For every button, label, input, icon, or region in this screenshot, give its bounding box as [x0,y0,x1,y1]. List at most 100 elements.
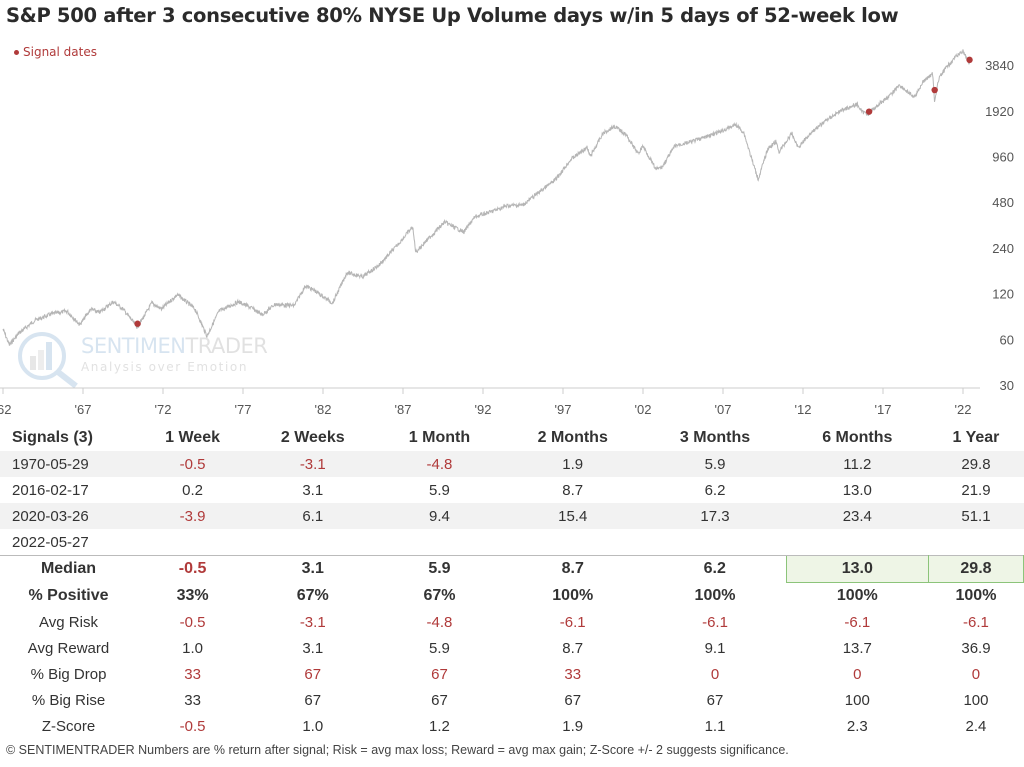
y-tick-label: 60 [1000,332,1014,347]
table-cell: 67 [431,691,448,709]
table-cell: 5.9 [429,481,450,499]
table-cell: 5.9 [643,451,787,477]
x-tick-label: '72 [155,402,172,417]
signal-stats-table: Signals (3) 1 Week 2 Weeks 1 Month 2 Months 3… [0,425,1024,739]
table-cell: 1.2 [429,717,450,735]
column-header: 2 Weeks [280,429,345,446]
table-cell: -4.8 [377,451,502,477]
column-header: 6 Months [822,429,893,446]
table-row: % Positive 33% 67% 67% 100% 100% 100% 100% [0,583,1024,610]
table-cell: 67% [423,586,456,604]
x-tick-label: '17 [875,402,892,417]
table-cell: 8.7 [562,639,584,657]
table-cell: 67 [304,665,322,683]
x-tick-label: '02 [635,402,652,417]
table-cell [377,529,501,556]
table-cell: -0.5 [137,555,249,583]
table-cell: 5.9 [429,639,450,657]
table-cell: 100% [955,587,997,604]
table-cell: 67 [706,691,724,709]
row-label: Median [0,555,137,583]
table-cell: 3.1 [248,555,378,583]
row-label: Avg Reward [27,639,110,657]
column-header: 2 Months [537,429,608,446]
table-cell: 23.4 [786,503,929,529]
x-tick-label: '97 [555,402,572,417]
table-cell: -0.5 [179,717,206,735]
table-cell: -3.1 [299,613,326,631]
legend: Signal dates [14,45,97,59]
table-cell: -0.5 [179,613,206,631]
watermark-tagline: Analysis over Emotion [81,360,249,374]
table-cell: 33 [184,691,201,709]
table-cell: 3.1 [302,481,324,499]
table-cell [928,529,1023,556]
row-label: Avg Risk [39,613,98,631]
table-cell: -6.1 [702,613,728,631]
table-cell: 2.4 [965,717,987,735]
signal-dot-icon [14,50,19,55]
x-tick-label: '67 [75,402,92,417]
table-cell: 33 [184,665,201,683]
table-cell: 67% [296,586,329,604]
y-tick-label: 30 [1000,378,1014,393]
table-cell: 29.8 [927,555,1024,583]
table-cell: 8.7 [562,481,584,499]
x-tick-label: '07 [715,402,732,417]
table-cell: 33 [564,665,582,683]
x-tick-label: '62 [0,402,11,417]
table-cell: 100% [836,587,878,604]
y-tick-label: 480 [992,195,1014,210]
table-cell [644,529,786,556]
table-cell: 51.1 [928,503,1024,529]
column-header: 3 Months [679,429,751,446]
table-row: Avg Risk -0.5 -3.1 -4.8 -6.1 -6.1 -6.1 -6.1 [0,609,1024,635]
table-cell: 67 [564,691,582,709]
table-cell: 0 [853,665,862,683]
table-cell: -3.1 [248,451,378,477]
table-row: % Big Drop 33 67 67 33 0 0 0 [0,661,1024,687]
table-cell [502,529,644,556]
row-label: % Big Rise [31,691,106,709]
table-row: 2016-02-17 0.2 3.1 5.9 8.7 6.2 13.0 21.9 [0,477,1024,503]
footer-note: © SENTIMENTRADER Numbers are % return af… [6,743,789,757]
watermark-brand-a: SENTIMEN [81,334,186,358]
y-tick-label: 1920 [985,104,1014,119]
row-label: % Big Drop [30,665,107,683]
row-label: Z-Score [41,717,96,735]
table-row: Z-Score -0.5 1.0 1.2 1.9 1.1 2.3 2.4 [0,713,1024,739]
table-cell: -6.1 [963,613,989,631]
table-cell: 67 [431,665,448,683]
y-tick-label: 120 [992,287,1014,302]
table-cell: 100 [963,691,989,709]
table-cell: 15.4 [501,503,644,529]
table-row: 2022-05-27 [0,529,1024,556]
x-tick-label: '92 [475,402,492,417]
table-cell: -4.8 [426,613,453,631]
table-cell: 33% [176,586,209,604]
watermark: SENTIMENTRADER Analysis over Emotion [14,330,268,394]
x-tick-label: '87 [395,402,412,417]
table-cell: -0.5 [137,451,249,477]
table-cell: 29.8 [928,451,1024,477]
x-tick-label: '12 [795,402,812,417]
table-row: % Big Rise 33 67 67 67 67 100 100 [0,687,1024,713]
magnifier-logo-icon [18,332,78,389]
table-cell: 6.1 [248,503,378,529]
column-header: 1 Month [408,429,471,446]
row-label: 2020-03-26 [0,503,137,529]
y-tick-label: 240 [992,241,1014,256]
column-header: Signals (3) [12,429,93,446]
table-cell [137,529,248,556]
row-label: 2016-02-17 [12,481,89,499]
signal-marker [134,320,141,327]
table-cell [248,529,377,556]
table-cell: 1.9 [562,717,584,735]
table-cell: 9.4 [377,503,502,529]
table-cell: 100% [694,586,736,604]
table-cell: 6.2 [704,481,726,499]
table-cell [786,529,928,556]
table-cell: 0 [710,665,720,683]
table-row: Median -0.5 3.1 5.9 8.7 6.2 13.0 29.8 [0,555,1024,583]
sp500-price-line [2,49,973,346]
